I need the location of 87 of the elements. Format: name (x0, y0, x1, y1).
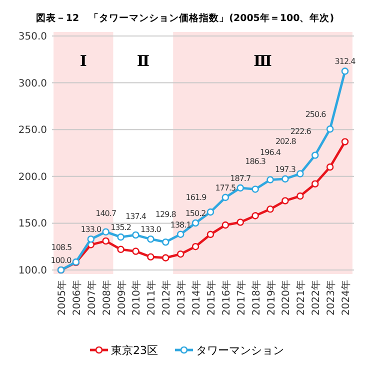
data-label: 129.8 (155, 210, 176, 220)
point (192, 219, 200, 227)
point (132, 248, 140, 255)
x-tick-label: 2008年 (100, 280, 113, 316)
point (176, 230, 184, 238)
x-tick-label: 2023年 (325, 280, 338, 316)
chart-title: 図表－12 「タワーマンション価格指数」(2005年＝100、年次) (36, 12, 334, 24)
data-label: 150.2 (185, 209, 206, 218)
legend-label: タワーマンション (196, 344, 284, 357)
x-tick-label: 2017年 (235, 280, 248, 316)
x-tick-label: 2014年 (190, 280, 203, 316)
y-tick-label: 350.0 (18, 32, 47, 42)
point (102, 237, 110, 245)
data-label: 161.9 (186, 193, 207, 202)
point (222, 221, 230, 229)
point (326, 125, 334, 133)
x-tick-label: 2009年 (116, 280, 128, 316)
point (176, 250, 184, 258)
point (282, 197, 289, 204)
data-label: 197.3 (275, 164, 296, 174)
band-label: Ⅰ (80, 52, 87, 70)
point (192, 242, 200, 250)
point (162, 238, 170, 246)
point (147, 235, 154, 243)
x-tick-label: 2022年 (310, 280, 322, 316)
x-tick-label: 2010年 (130, 280, 143, 316)
point (311, 180, 319, 188)
data-label: 100.0 (50, 256, 72, 265)
point (252, 186, 259, 193)
x-tick-label: 2019年 (265, 280, 278, 316)
data-label: 138.1 (170, 220, 192, 230)
y-tick-label: 200.0 (18, 172, 47, 183)
band-label: Ⅲ (254, 52, 272, 70)
point (87, 235, 95, 243)
data-label: 133.0 (140, 225, 162, 234)
point (206, 208, 214, 216)
point (341, 68, 349, 75)
x-tick-label: 2013年 (176, 280, 188, 316)
point (147, 253, 154, 261)
x-tick-label: 2007年 (86, 280, 98, 316)
point (296, 170, 304, 178)
point (117, 233, 124, 241)
point (102, 228, 110, 236)
point (236, 218, 244, 226)
legend-label: 東京23区 (111, 344, 158, 357)
x-tick-label: 2005年 (56, 280, 68, 316)
point (117, 246, 124, 254)
y-tick-label: 150.0 (18, 218, 47, 230)
x-tick-label: 2016年 (220, 280, 232, 316)
data-label: 140.7 (96, 208, 116, 218)
x-tick-label: 2006年 (70, 280, 83, 316)
band-label: Ⅱ (136, 52, 150, 70)
x-tick-label: 2024年 (340, 280, 352, 316)
data-label: 222.6 (290, 127, 312, 136)
data-label: 202.8 (275, 136, 296, 146)
data-label: 186.3 (245, 157, 266, 166)
point (341, 138, 349, 146)
data-label: 108.5 (51, 243, 72, 252)
point (236, 184, 244, 192)
point (132, 231, 140, 239)
data-label: 135.2 (110, 223, 132, 232)
y-tick-label: 250.0 (18, 125, 47, 136)
point (206, 230, 214, 238)
y-tick-label: 300.0 (18, 78, 47, 90)
data-label: 196.4 (260, 148, 281, 157)
x-tick-label: 2015年 (205, 280, 218, 316)
point (326, 163, 334, 171)
point (266, 206, 274, 213)
point (162, 254, 170, 262)
x-tick-label: 2018年 (250, 280, 262, 316)
data-label: 312.4 (334, 57, 356, 66)
x-tick-label: 2020年 (280, 280, 292, 316)
data-label: 250.6 (305, 110, 326, 120)
y-tick-label: 100.0 (18, 266, 47, 276)
x-tick-label: 2011年 (146, 280, 158, 316)
point (296, 192, 304, 200)
point (252, 212, 259, 220)
point (311, 152, 319, 159)
point (266, 176, 274, 184)
x-tick-label: 2012年 (160, 280, 173, 316)
x-tick-label: 2021年 (295, 280, 308, 316)
data-label: 177.5 (215, 183, 236, 192)
data-label: 137.4 (126, 212, 146, 221)
data-label: 187.7 (230, 174, 251, 183)
point (282, 175, 289, 183)
data-label: 133.0 (80, 225, 102, 234)
point (222, 194, 230, 202)
